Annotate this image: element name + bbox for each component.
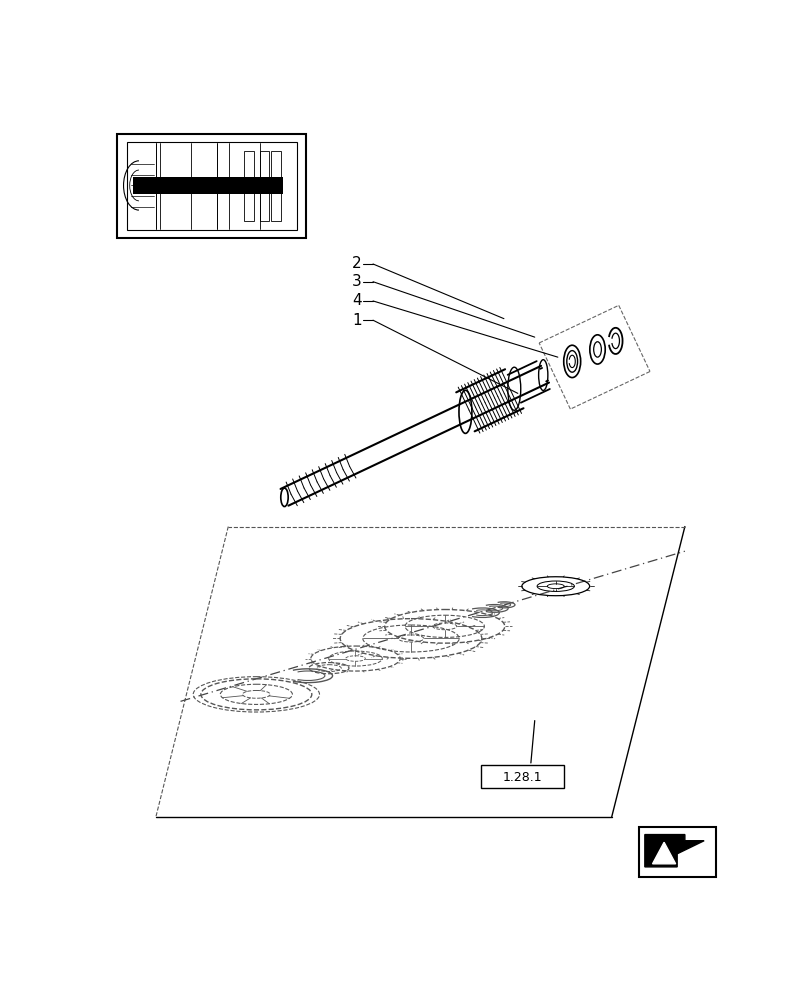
Text: 1.28.1: 1.28.1 (502, 771, 542, 784)
Polygon shape (652, 842, 675, 864)
Text: 1: 1 (351, 313, 361, 328)
Text: 3: 3 (351, 274, 361, 289)
Ellipse shape (563, 345, 580, 378)
Text: 4: 4 (351, 293, 361, 308)
Bar (271, 151, 281, 221)
Bar (118, 134, 306, 238)
Ellipse shape (589, 335, 604, 364)
Polygon shape (644, 835, 703, 867)
Bar (480, 765, 564, 788)
Bar (127, 142, 297, 230)
Bar (133, 177, 282, 194)
Bar (244, 151, 253, 221)
Text: 2: 2 (351, 256, 361, 271)
Bar (638, 827, 714, 877)
Bar (260, 151, 268, 221)
